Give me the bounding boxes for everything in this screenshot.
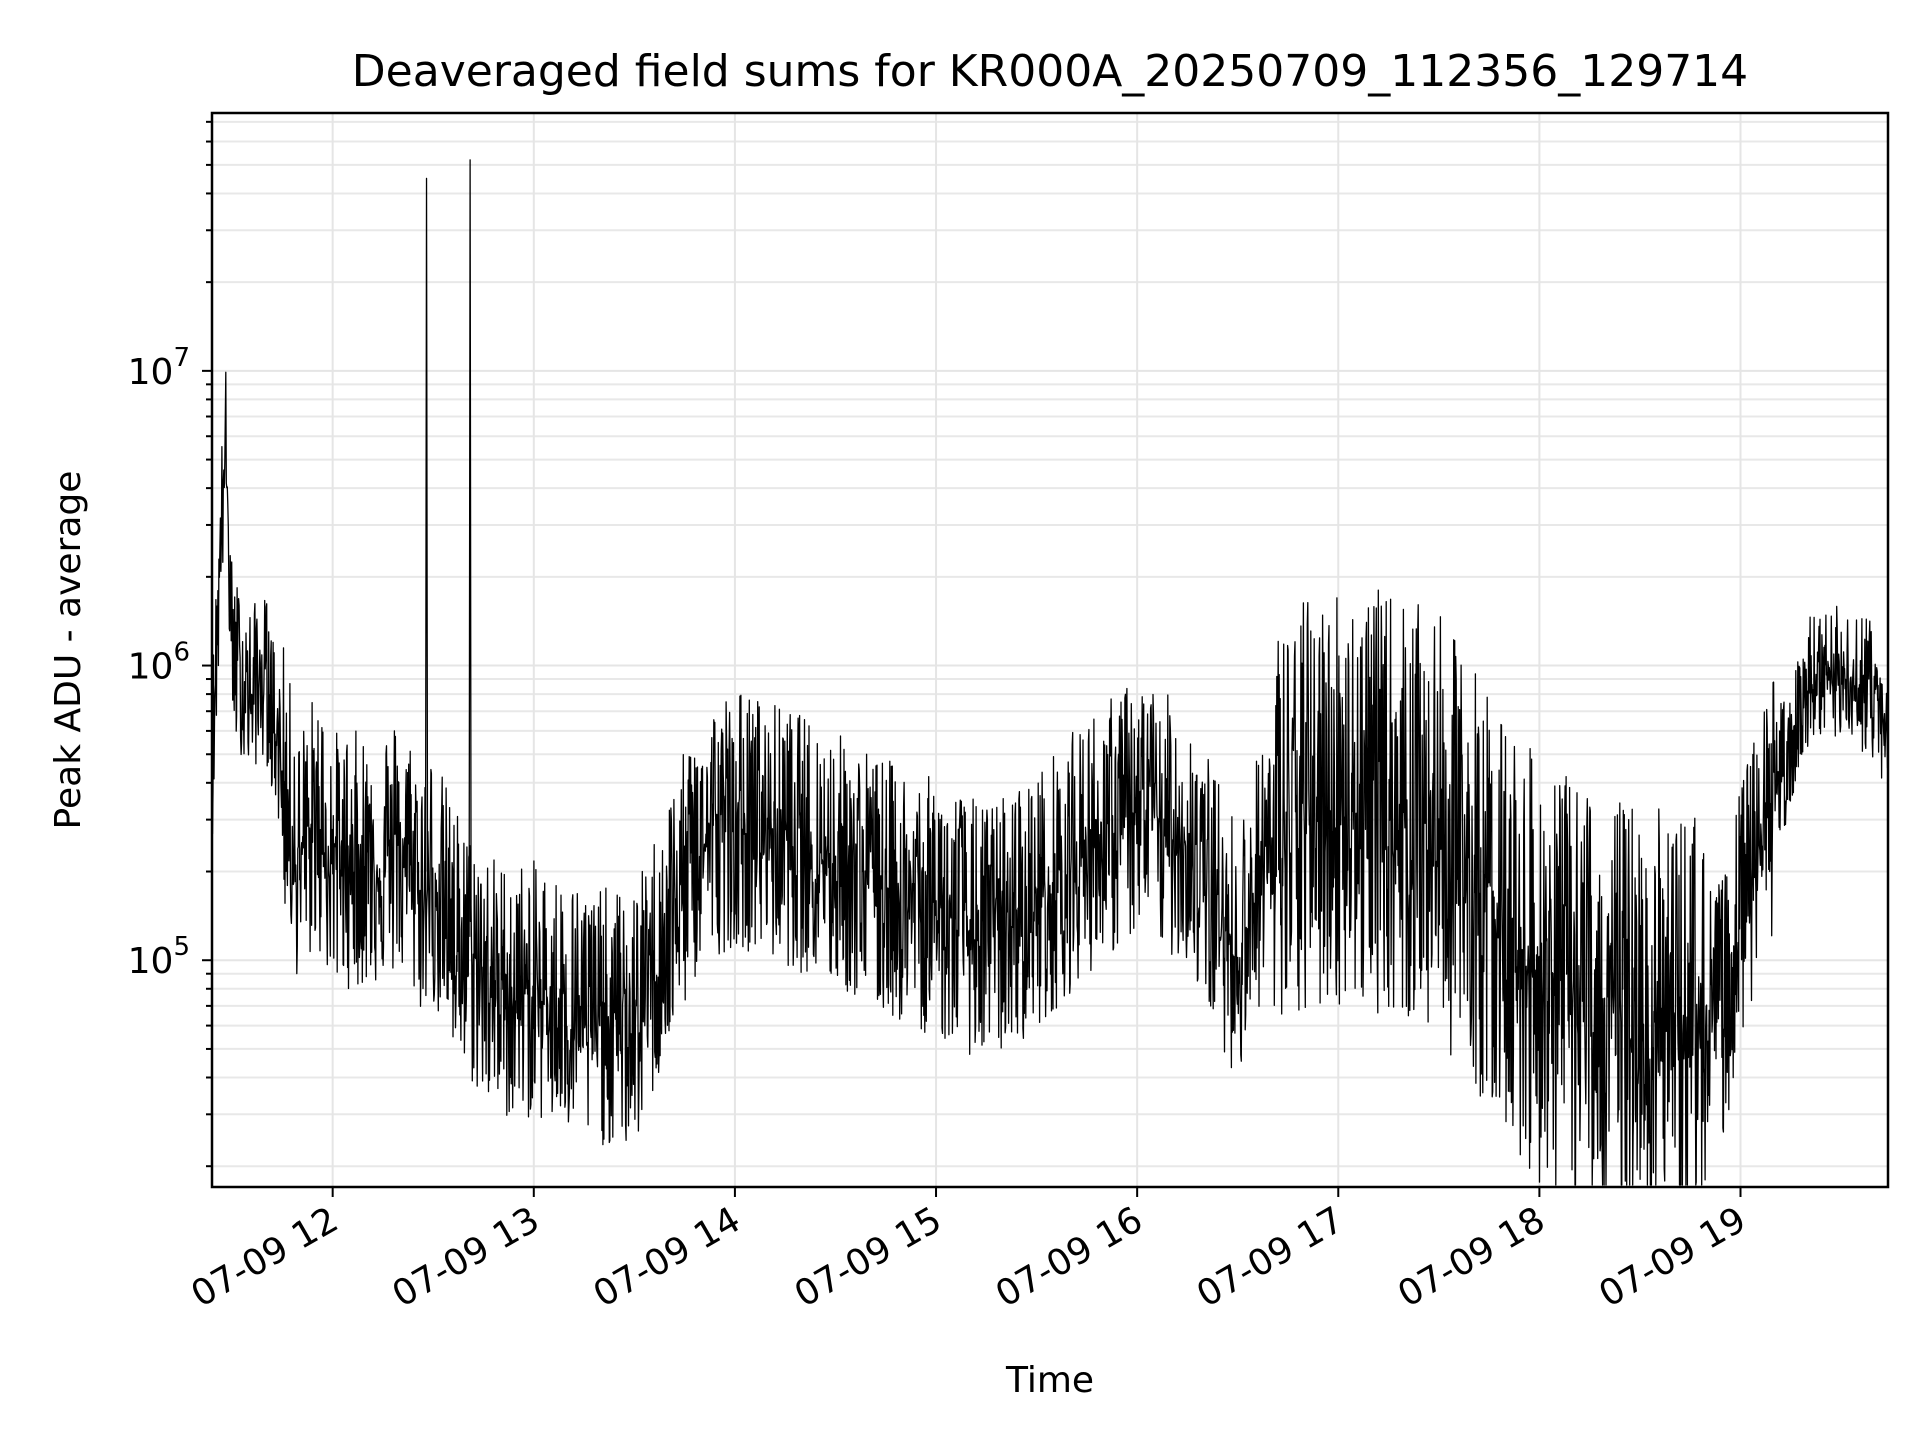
- chart-title: Deaveraged field sums for KR000A_2025070…: [352, 46, 1748, 97]
- x-axis-label: Time: [1005, 1360, 1094, 1401]
- ticks: 105 106 107 07-09 12 07-09 13 07-09 14 07-09 1…: [128, 120, 1753, 1316]
- y-tick-label: 105: [128, 932, 190, 982]
- x-tick-label: 07-09 13: [386, 1199, 547, 1315]
- y-axis-label: Peak ADU - average: [48, 471, 89, 830]
- series-spike: [468, 159, 472, 937]
- x-tick-label: 07-09 18: [1391, 1199, 1552, 1315]
- series-line: [211, 371, 1889, 1186]
- x-tick-label: 07-09 15: [788, 1199, 949, 1315]
- plot-frame: [210, 111, 1890, 1189]
- x-tick-label: 07-09 16: [989, 1199, 1150, 1315]
- grid: [212, 113, 1888, 1187]
- x-tick-label: 07-09 14: [587, 1199, 748, 1315]
- series-spike: [424, 177, 429, 872]
- y-tick-label: 106: [128, 638, 190, 688]
- x-tick-label: 07-09 12: [184, 1199, 345, 1315]
- x-tick-label: 07-09 17: [1190, 1199, 1351, 1315]
- x-tick-label: 07-09 19: [1592, 1199, 1753, 1315]
- series: [211, 159, 1889, 1186]
- y-tick-label: 107: [128, 343, 190, 393]
